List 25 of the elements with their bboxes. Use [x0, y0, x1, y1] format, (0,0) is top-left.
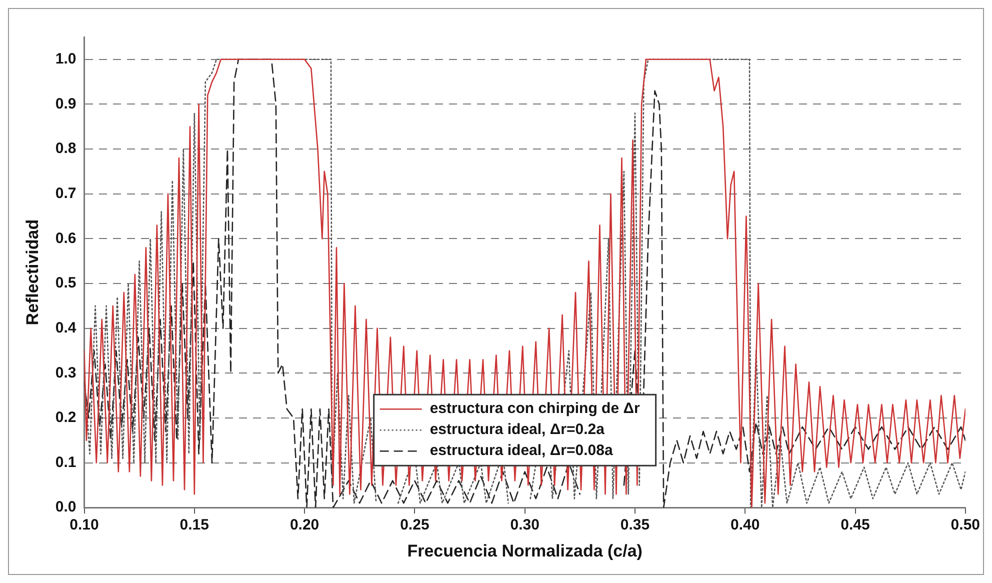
- x-tick-label: 0.40: [730, 516, 760, 534]
- x-tick-label: 0.35: [620, 516, 650, 534]
- y-tick-label: 1.0: [55, 50, 76, 68]
- x-axis-title: Frecuencia Normalizada (c/a): [407, 541, 642, 560]
- legend-label: estructura ideal, Δr=0.08a: [430, 442, 614, 460]
- x-tick-label: 0.30: [510, 516, 540, 534]
- x-tick-label: 0.15: [180, 516, 209, 534]
- x-tick-label: 0.20: [290, 516, 320, 534]
- legend-label: estructura con chirping de Δr: [430, 400, 640, 418]
- x-tick-label: 0.25: [400, 516, 430, 534]
- y-tick-label: 0.9: [55, 95, 76, 112]
- y-axis-title: Reflectividad: [22, 219, 42, 326]
- x-tick-label: 0.10: [70, 516, 99, 534]
- y-tick-label: 0.7: [55, 185, 76, 202]
- y-tick-label: 0.4: [55, 319, 77, 336]
- y-tick-label: 0.3: [55, 364, 76, 382]
- y-tick-label: 0.6: [55, 230, 76, 247]
- x-tick-label: 0.50: [950, 516, 980, 534]
- x-tick-label: 0.45: [840, 516, 870, 534]
- y-tick-label: 0.2: [55, 409, 76, 426]
- legend-label: estructura ideal, Δr=0.2a: [430, 421, 606, 438]
- y-tick-label: 0.0: [55, 498, 76, 516]
- y-tick-label: 0.5: [55, 274, 76, 292]
- y-tick-label: 0.1: [55, 454, 76, 471]
- y-tick-label: 0.8: [55, 140, 76, 158]
